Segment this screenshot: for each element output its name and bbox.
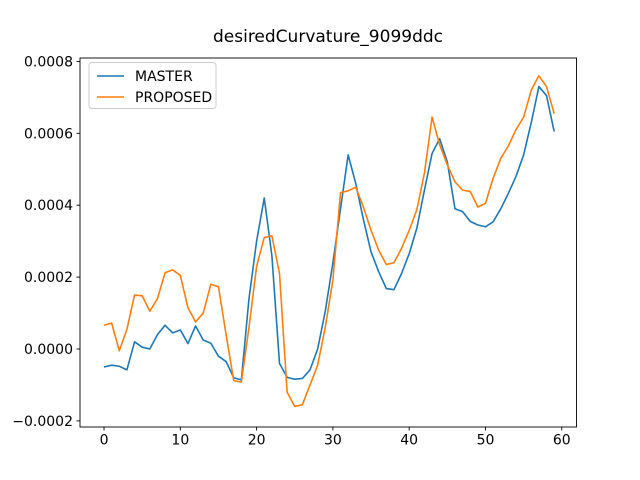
y-axis-tick-label: 0.0000 (24, 342, 73, 358)
master-line (103, 85, 555, 381)
legend-label-master: MASTER (135, 69, 193, 85)
y-axis-tick-label: 0.0004 (24, 198, 73, 214)
x-axis-tick-label: 20 (248, 433, 266, 449)
y-axis-tick-label: −0.0002 (12, 414, 73, 430)
y-axis-tick-label: 0.0008 (24, 54, 73, 70)
chart-title: desiredCurvature_9099ddc (213, 27, 443, 47)
proposed-line (103, 74, 555, 408)
legend-label-proposed: PROPOSED (135, 90, 212, 106)
x-axis-tick-label: 60 (553, 433, 571, 449)
x-axis-tick-label: 30 (324, 433, 342, 449)
axes: 0 10 20 30 40 50 60 −0.0002 0.0000 0.0002 0.0004 0.… (12, 54, 577, 449)
y-axis-tick-label: 0.0006 (24, 126, 73, 142)
x-axis-tick-label: 50 (477, 433, 495, 449)
x-axis-tick-label: 40 (400, 433, 418, 449)
y-axis-tick-label: 0.0002 (24, 270, 73, 286)
x-axis-tick-label: 10 (171, 433, 189, 449)
plot-series (103, 74, 555, 408)
plot-border (79, 57, 577, 428)
legend: MASTER PROPOSED (88, 62, 217, 109)
x-axis-tick-label: 0 (100, 433, 109, 449)
